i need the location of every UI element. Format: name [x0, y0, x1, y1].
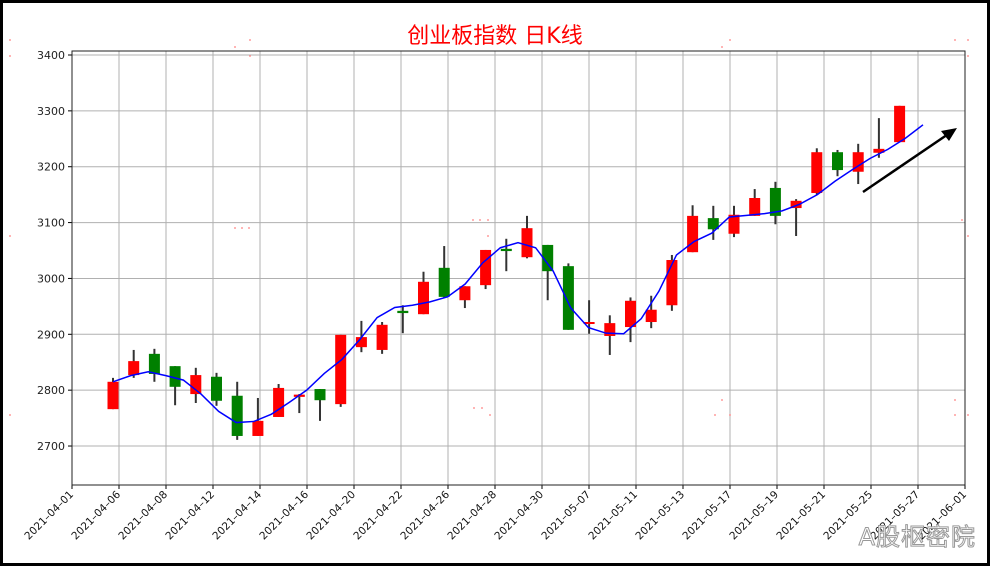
- y-tick-label: 2700: [37, 440, 65, 453]
- marker-dot: [967, 414, 969, 416]
- y-tick-label: 3100: [37, 217, 65, 230]
- candle: [645, 295, 657, 329]
- y-tick-label: 3200: [37, 161, 65, 174]
- candle: [107, 377, 119, 410]
- marker-dot: [729, 414, 731, 416]
- marker-dot: [473, 407, 475, 409]
- candle: [335, 334, 347, 407]
- moving-average-line: [112, 124, 924, 424]
- marker-dot: [729, 39, 731, 41]
- x-tick-label: 2021–04–08: [116, 489, 170, 543]
- marker-dot: [479, 219, 481, 221]
- watermark: A股枢密院: [858, 523, 976, 552]
- x-tick-label: 2021–04–22: [351, 489, 405, 543]
- candle: [148, 348, 160, 382]
- candle: [459, 286, 471, 309]
- trend-arrow-icon: [862, 128, 957, 194]
- x-tick-label: 2021–04–14: [210, 488, 264, 542]
- candle: [480, 249, 492, 290]
- y-tick-label: 3300: [37, 105, 65, 118]
- candle: [894, 105, 906, 143]
- marker-dot: [249, 39, 251, 41]
- marker-dot: [967, 235, 969, 237]
- marker-dot: [714, 414, 716, 416]
- candle: [252, 397, 264, 436]
- candle: [542, 244, 554, 301]
- marker-dot: [9, 235, 11, 237]
- y-tick-label: 3400: [37, 49, 65, 62]
- candle: [190, 367, 202, 404]
- candle: [438, 246, 450, 298]
- candle: [500, 238, 512, 272]
- candle: [811, 148, 823, 195]
- marker-dot: [481, 407, 483, 409]
- candle: [273, 384, 285, 417]
- candle: [418, 271, 429, 315]
- candle: [625, 297, 636, 343]
- candle: [749, 189, 761, 216]
- x-tick-label: 2021–04–06: [69, 488, 123, 542]
- x-tick-label: 2021–04–20: [304, 489, 358, 543]
- candle: [128, 349, 140, 378]
- marker-dot: [721, 46, 723, 48]
- candle: [562, 263, 574, 330]
- x-tick-label: 2021–04–26: [398, 488, 452, 542]
- candle: [293, 394, 305, 414]
- marker-dot: [249, 55, 251, 57]
- marker-dot: [489, 414, 491, 416]
- marker-dot: [234, 227, 236, 229]
- x-tick-label: 2021–04–30: [492, 489, 546, 543]
- x-tick-label: 2021–04–16: [257, 488, 311, 542]
- candle: [169, 366, 181, 406]
- x-tick-label: 2021–05–07: [539, 489, 593, 543]
- candle: [728, 205, 740, 238]
- marker-dot: [954, 414, 956, 416]
- candle: [707, 205, 719, 240]
- candle: [211, 372, 222, 406]
- candle: [521, 215, 533, 259]
- plot-area: [71, 50, 966, 486]
- x-tick-label: 2021–05–17: [680, 489, 734, 543]
- marker-dot: [721, 399, 723, 401]
- x-tick-label: 2021–05–19: [727, 489, 781, 543]
- marker-dot: [954, 39, 956, 41]
- marker-dot: [248, 227, 250, 229]
- marker-dot: [954, 399, 956, 401]
- candle: [314, 389, 326, 421]
- marker-dot: [472, 219, 474, 221]
- x-tick-label: 2021–05–11: [586, 489, 640, 543]
- candle: [397, 305, 409, 334]
- y-tick-label: 2800: [37, 384, 65, 397]
- y-tick-label: 3000: [37, 272, 65, 285]
- marker-dot: [961, 219, 963, 221]
- candle: [769, 181, 781, 225]
- candle: [852, 143, 864, 185]
- marker-dot: [487, 235, 489, 237]
- y-tick-label: 2900: [37, 328, 65, 341]
- candle: [873, 118, 885, 158]
- x-tick-label: 2021–05–21: [774, 489, 828, 543]
- x-tick-label: 2021–04–28: [445, 489, 499, 543]
- x-tick-label: 2021–04–12: [163, 489, 217, 543]
- marker-dot: [967, 39, 969, 41]
- candle: [231, 381, 243, 440]
- candle: [832, 149, 843, 177]
- x-tick-label: 2021–05–13: [633, 489, 687, 543]
- candle: [604, 315, 616, 355]
- marker-dot: [9, 39, 11, 41]
- marker-dot: [967, 55, 969, 57]
- x-tick-label: 2021–04–01: [22, 489, 76, 543]
- marker-dot: [241, 227, 243, 229]
- candle: [376, 322, 388, 354]
- marker-dot: [9, 414, 11, 416]
- marker-dot: [9, 55, 11, 57]
- candle: [687, 205, 699, 253]
- chart-title: 创业板指数 日K线: [407, 24, 583, 49]
- marker-dot: [487, 219, 489, 221]
- marker-dot: [234, 46, 236, 48]
